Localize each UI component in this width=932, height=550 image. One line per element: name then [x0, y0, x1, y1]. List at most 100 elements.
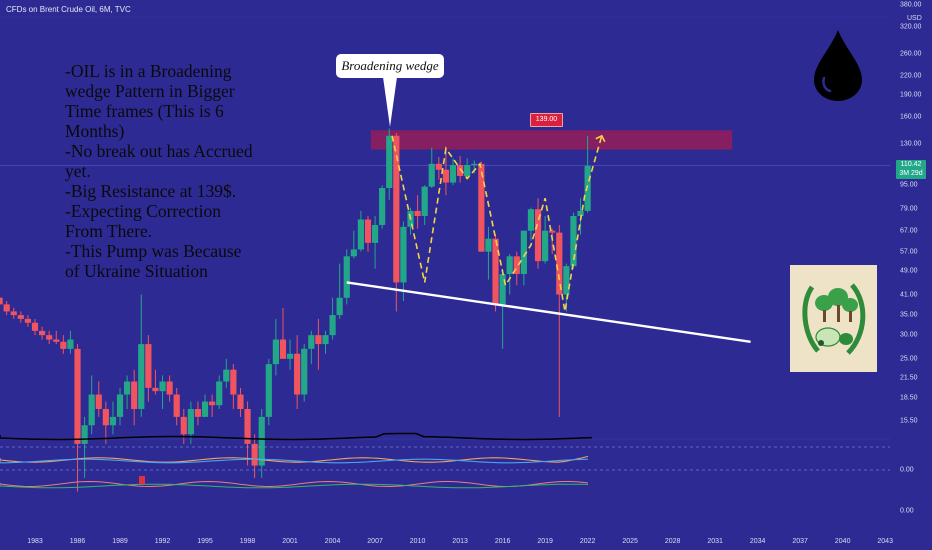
- bar-countdown: 3M 29d: [899, 170, 923, 177]
- candle-body: [584, 165, 591, 211]
- oscillator-panes: [0, 432, 890, 489]
- price-axis-tick: 41.00: [900, 291, 918, 299]
- candle-body: [506, 256, 513, 275]
- oscillator-axis-tick: 0.00: [900, 507, 914, 515]
- candle-body: [435, 163, 442, 170]
- candle: [556, 224, 563, 417]
- candle: [435, 157, 442, 180]
- candle-body: [371, 224, 379, 243]
- candle-body: [102, 408, 109, 426]
- candle: [216, 375, 223, 409]
- candle: [414, 195, 421, 229]
- candle-body: [542, 230, 549, 262]
- candle: [38, 326, 46, 340]
- price-axis-tick: 95.00: [900, 181, 918, 189]
- candle-body: [301, 348, 308, 395]
- candle: [251, 434, 258, 478]
- price-axis-tick: 260.00: [900, 50, 922, 58]
- candle: [350, 230, 357, 259]
- analysis-line: wedge Pattern in Bigger: [65, 81, 235, 101]
- candle-body: [357, 219, 365, 250]
- price-axis-tick: 79.00: [900, 205, 918, 213]
- candle-body: [421, 186, 428, 216]
- time-axis-tick: 2022: [579, 538, 596, 545]
- candle: [67, 330, 74, 354]
- candle-body: [258, 416, 265, 466]
- candle: [31, 318, 39, 336]
- candle-body: [265, 364, 272, 417]
- candle: [74, 344, 81, 492]
- candle-body: [457, 165, 464, 177]
- candle-body: [492, 238, 499, 305]
- resistance-zone-layer: [0, 130, 890, 166]
- candle: [513, 251, 520, 286]
- candle: [3, 301, 10, 316]
- candle: [407, 207, 414, 235]
- price-axis-tick: 320.00: [900, 23, 922, 31]
- candle: [542, 215, 549, 264]
- candle-body: [216, 381, 223, 406]
- time-axis[interactable]: 1983 1986 1989 1992 1995 1998 2001 2004 2007 2010…: [0, 530, 893, 550]
- time-axis-tick: 2010: [409, 538, 426, 545]
- candle-body: [131, 381, 138, 409]
- broadening-wedge-callout[interactable]: Broadening wedge: [336, 54, 444, 78]
- projected-path: [391, 135, 603, 312]
- candle-body: [88, 394, 95, 426]
- candle: [46, 330, 53, 345]
- macd-line: [0, 458, 589, 464]
- price-axis-tick: 18.50: [900, 394, 918, 402]
- rsi-line: [0, 480, 589, 488]
- candle-body: [315, 335, 322, 345]
- candle: [102, 401, 109, 444]
- candle-body: [201, 401, 209, 417]
- analysis-line: -Expecting Correction: [65, 201, 221, 221]
- candle: [24, 315, 32, 327]
- candle: [237, 387, 244, 417]
- chart-source-title: CFDs on Brent Crude Oil, 6M, TVC: [6, 5, 131, 14]
- candle: [520, 230, 527, 286]
- currency-label: USD: [907, 15, 922, 22]
- price-axis-tick: 15.50: [900, 417, 918, 425]
- time-axis-tick: 2037: [792, 538, 808, 545]
- candle-body: [24, 318, 32, 323]
- candle: [485, 226, 492, 280]
- candle: [308, 330, 315, 365]
- candle: [464, 158, 471, 178]
- candle-body: [3, 304, 10, 312]
- candle-body: [534, 209, 542, 262]
- price-axis[interactable]: 380.00 320.00 260.00 220.00 190.00 160.00 130.…: [890, 0, 932, 550]
- candle: [301, 344, 308, 402]
- candle: [265, 358, 272, 426]
- analysis-line: of Ukraine Situation: [65, 261, 208, 281]
- candle: [379, 185, 386, 229]
- candle: [442, 146, 450, 196]
- resistance-price-label[interactable]: 139.00: [530, 113, 563, 127]
- candle-body: [223, 369, 230, 382]
- candle-body: [159, 381, 166, 392]
- candle: [322, 330, 329, 354]
- price-axis-tick: 380.00: [900, 1, 922, 9]
- candle-body: [308, 335, 315, 349]
- oscillator-axis-tick: 0.00: [900, 466, 914, 474]
- candle: [81, 416, 88, 478]
- analysis-line: -OIL is in a Broadening: [65, 61, 232, 81]
- price-axis-tick: 21.50: [900, 374, 918, 382]
- candle-body: [364, 219, 372, 243]
- candle-body: [95, 394, 102, 409]
- price-axis-tick: 35.00: [900, 311, 918, 319]
- candle-body: [400, 226, 407, 283]
- price-axis-tick: 67.00: [900, 227, 918, 235]
- candle: [166, 375, 173, 402]
- candle-body: [485, 238, 492, 252]
- candle-body: [109, 416, 117, 426]
- rsi-ma-line: [0, 483, 589, 489]
- candle: [258, 408, 265, 478]
- candle-body: [116, 394, 124, 417]
- candle-body: [322, 335, 329, 345]
- candle-body: [251, 443, 258, 466]
- time-axis-tick: 1998: [239, 538, 256, 545]
- candle-body: [152, 387, 159, 392]
- candle: [527, 207, 535, 241]
- candle-body: [449, 165, 457, 183]
